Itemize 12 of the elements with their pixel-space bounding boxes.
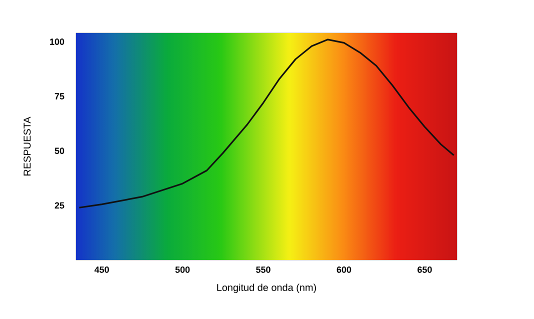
y-tick-label: 100 bbox=[50, 38, 64, 45]
y-tick-label: 25 bbox=[54, 202, 64, 209]
x-tick-label: 650 bbox=[418, 266, 432, 273]
y-tick-label: 75 bbox=[54, 93, 64, 100]
x-tick-label: 450 bbox=[94, 266, 109, 273]
x-tick-label: 500 bbox=[175, 266, 190, 273]
line-series bbox=[78, 38, 455, 208]
x-axis-title: Longitud de onda (nm) bbox=[217, 284, 316, 293]
x-tick-label: 550 bbox=[256, 266, 270, 273]
y-axis-title: RESPUESTA bbox=[24, 116, 31, 176]
x-tick-label: 600 bbox=[336, 266, 352, 273]
y-tick-label: 50 bbox=[54, 148, 64, 154]
